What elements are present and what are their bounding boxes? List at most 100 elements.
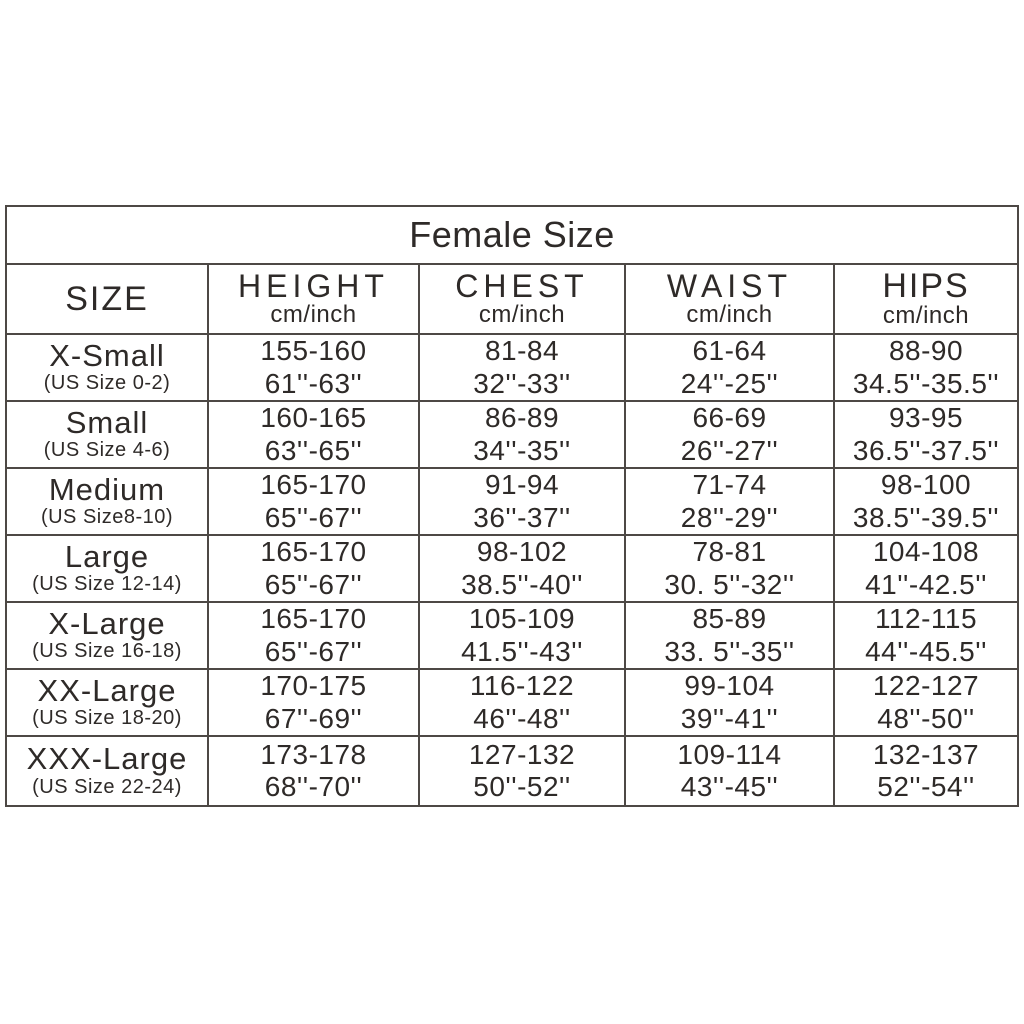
hips-cm-value: 122-127 <box>872 670 980 702</box>
chest-cell: 116-122 46''-48'' <box>418 670 624 735</box>
header-size: SIZE <box>7 265 207 333</box>
chest-cm-value: 127-132 <box>468 738 576 770</box>
waist-inch-value: 28''-29'' <box>680 501 779 533</box>
waist-inch-value: 24''-25'' <box>680 367 779 399</box>
waist-cm-value: 71-74 <box>692 469 767 501</box>
us-size-range: (US Size 16-18) <box>32 640 182 663</box>
size-cell: XX-Large (US Size 18-20) <box>7 670 207 735</box>
chest-cell: 127-132 50''-52'' <box>418 737 624 805</box>
height-inch-value: 68''-70'' <box>264 771 363 802</box>
header-waist-label: WAIST <box>666 267 793 304</box>
chest-cm-value: 116-122 <box>469 670 575 702</box>
header-waist-unit: cm/inch <box>686 300 773 328</box>
header-height-label: HEIGHT <box>238 267 389 304</box>
height-inch-value: 65''-67'' <box>264 635 363 667</box>
table-row: Large (US Size 12-14) 165-170 65''-67'' … <box>7 536 1017 603</box>
waist-cm-value: 61-64 <box>692 335 767 367</box>
size-cell: Small (US Size 4-6) <box>7 402 207 467</box>
header-height-unit: cm/inch <box>270 300 357 328</box>
female-size-table: Female Size SIZE HEIGHT cm/inch CHEST cm… <box>5 205 1019 807</box>
size-name: X-Small <box>49 337 165 373</box>
hips-cell: 98-100 38.5''-39.5'' <box>833 469 1017 534</box>
waist-cell: 78-81 30. 5''-32'' <box>624 536 833 601</box>
chest-cell: 81-84 32''-33'' <box>418 335 624 400</box>
table-row: Small (US Size 4-6) 160-165 63''-65'' 86… <box>7 402 1017 469</box>
us-size-range: (US Size 0-2) <box>43 372 171 395</box>
table-body: X-Small (US Size 0-2) 155-160 61''-63'' … <box>7 335 1017 805</box>
header-hips-unit: cm/inch <box>882 301 970 329</box>
header-height: HEIGHT cm/inch <box>207 265 418 333</box>
waist-cm-value: 109-114 <box>677 738 782 770</box>
chest-cm-value: 98-102 <box>476 536 568 568</box>
hips-inch-value: 38.5''-39.5'' <box>852 501 1000 533</box>
size-name: XXX-Large <box>26 741 188 777</box>
height-cm-value: 173-178 <box>260 738 367 770</box>
hips-cell: 122-127 48''-50'' <box>833 670 1017 735</box>
chest-inch-value: 50''-52'' <box>473 771 571 802</box>
size-cell: X-Large (US Size 16-18) <box>7 603 207 668</box>
height-inch-value: 61''-63'' <box>264 367 363 399</box>
hips-inch-value: 52''-54'' <box>877 771 975 802</box>
waist-cell: 61-64 24''-25'' <box>624 335 833 400</box>
waist-cell: 71-74 28''-29'' <box>624 469 833 534</box>
header-chest-label: CHEST <box>455 267 589 304</box>
hips-cell: 112-115 44''-45.5'' <box>833 603 1017 668</box>
chest-inch-value: 41.5''-43'' <box>461 635 583 667</box>
height-cell: 155-160 61''-63'' <box>207 335 418 400</box>
hips-cell: 132-137 52''-54'' <box>833 737 1017 805</box>
height-cm-value: 165-170 <box>260 603 367 635</box>
waist-inch-value: 30. 5''-32'' <box>664 568 795 600</box>
chest-cm-value: 105-109 <box>468 603 576 635</box>
size-name: Large <box>64 538 150 574</box>
hips-cell: 104-108 41''-42.5'' <box>833 536 1017 601</box>
hips-cell: 88-90 34.5''-35.5'' <box>833 335 1017 400</box>
header-waist: WAIST cm/inch <box>624 265 833 333</box>
chest-cell: 91-94 36''-37'' <box>418 469 624 534</box>
waist-inch-value: 43''-45'' <box>680 771 779 802</box>
hips-cm-value: 112-115 <box>874 603 978 635</box>
us-size-range: (US Size 18-20) <box>32 707 182 730</box>
chest-inch-value: 36''-37'' <box>473 501 571 533</box>
us-size-range: (US Size8-10) <box>40 506 174 529</box>
waist-cm-value: 85-89 <box>692 603 767 635</box>
size-cell: XXX-Large (US Size 22-24) <box>7 737 207 805</box>
height-cell: 173-178 68''-70'' <box>207 737 418 805</box>
waist-cell: 109-114 43''-45'' <box>624 737 833 805</box>
waist-inch-value: 33. 5''-35'' <box>664 635 795 667</box>
height-cm-value: 155-160 <box>260 335 367 367</box>
chest-inch-value: 34''-35'' <box>473 434 571 466</box>
size-name: XX-Large <box>37 672 177 708</box>
size-name: X-Large <box>48 605 166 641</box>
height-cm-value: 160-165 <box>260 402 367 434</box>
chest-inch-value: 32''-33'' <box>473 367 571 399</box>
waist-cm-value: 66-69 <box>692 402 767 434</box>
table-title: Female Size <box>409 214 615 255</box>
height-cell: 165-170 65''-67'' <box>207 536 418 601</box>
table-header-row: SIZE HEIGHT cm/inch CHEST cm/inch WAIST … <box>7 265 1017 335</box>
size-cell: Large (US Size 12-14) <box>7 536 207 601</box>
chest-inch-value: 46''-48'' <box>473 702 571 734</box>
height-cell: 170-175 67''-69'' <box>207 670 418 735</box>
height-inch-value: 65''-67'' <box>264 501 363 533</box>
chest-inch-value: 38.5''-40'' <box>461 568 583 600</box>
hips-cell: 93-95 36.5''-37.5'' <box>833 402 1017 467</box>
table-row: Medium (US Size8-10) 165-170 65''-67'' 9… <box>7 469 1017 536</box>
hips-inch-value: 44''-45.5'' <box>865 635 987 667</box>
size-name: Small <box>65 404 149 440</box>
height-cm-value: 165-170 <box>260 469 367 501</box>
size-cell: X-Small (US Size 0-2) <box>7 335 207 400</box>
height-cm-value: 170-175 <box>260 670 367 702</box>
hips-inch-value: 34.5''-35.5'' <box>852 367 1000 399</box>
height-cell: 165-170 65''-67'' <box>207 469 418 534</box>
table-title-row: Female Size <box>7 207 1017 265</box>
us-size-range: (US Size 22-24) <box>32 775 182 798</box>
table-row: XX-Large (US Size 18-20) 170-175 67''-69… <box>7 670 1017 737</box>
header-size-label: SIZE <box>65 280 149 318</box>
chest-cm-value: 91-94 <box>484 469 560 501</box>
height-cm-value: 165-170 <box>260 536 367 568</box>
header-hips: HIPS cm/inch <box>833 265 1017 333</box>
waist-inch-value: 39''-41'' <box>680 702 779 734</box>
hips-cm-value: 93-95 <box>888 402 964 434</box>
chest-cm-value: 81-84 <box>484 335 560 367</box>
